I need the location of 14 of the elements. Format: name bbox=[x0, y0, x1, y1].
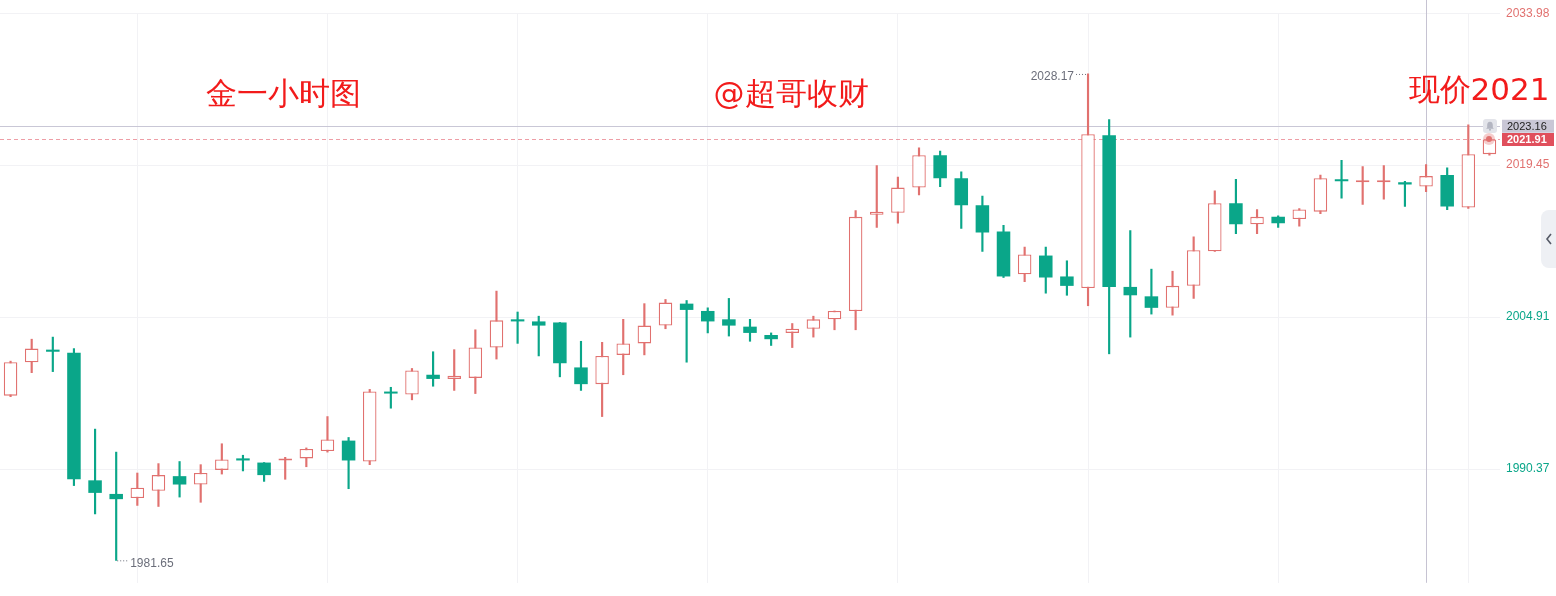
ref-line-label: 2023.16 bbox=[1507, 119, 1547, 132]
annotation: 现价2021 bbox=[1408, 71, 1550, 108]
y-tick-label: 2004.91 bbox=[1506, 309, 1550, 324]
y-tick-label: 2033.98 bbox=[1506, 5, 1550, 20]
candlestick bbox=[320, 416, 335, 453]
annotation: @超哥收财 bbox=[713, 75, 869, 112]
text: 金一小时图 bbox=[205, 75, 361, 112]
annotation: 2028.17 bbox=[1030, 69, 1075, 84]
candlestick bbox=[172, 461, 187, 498]
y-tick-label: 2019.45 bbox=[1506, 157, 1550, 172]
y-tick-label: 1990.37 bbox=[1506, 461, 1550, 476]
ref-line-label: 2021.91 bbox=[1507, 132, 1547, 145]
candlestick bbox=[1334, 160, 1349, 199]
annotation: 1981.65 bbox=[130, 555, 174, 570]
